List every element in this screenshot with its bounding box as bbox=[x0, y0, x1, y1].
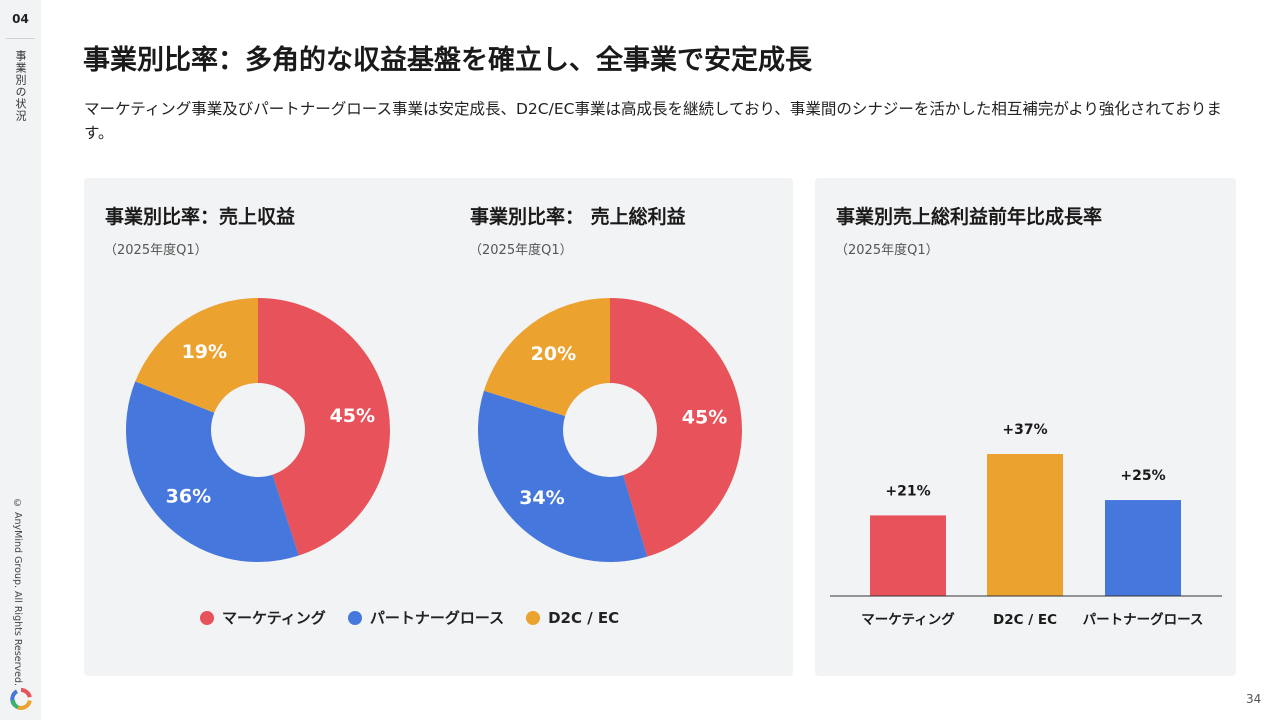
section-title: 事業別の状況 bbox=[14, 50, 27, 122]
gross-profit-pie-slice-partner-growth bbox=[478, 390, 648, 562]
lead-text: マーケティング事業及びパートナーグロース事業は安定成長、D2C/EC事業は高成長… bbox=[84, 100, 1222, 142]
legend-label-marketing: マーケティング bbox=[222, 609, 326, 627]
pie-legend: マーケティング パートナーグロース D2C / EC bbox=[200, 607, 641, 628]
legend-dot-d2c-ec bbox=[526, 610, 541, 625]
revenue-chart-subtitle: （2025年度Q1） bbox=[104, 243, 208, 258]
legend-dot-partner-growth bbox=[347, 610, 362, 625]
growth-chart-title: 事業別売上総利益前年比成長率 bbox=[836, 206, 1103, 228]
gross-profit-chart-subtitle: （2025年度Q1） bbox=[469, 243, 573, 258]
company-logo-icon bbox=[10, 688, 32, 710]
growth-bar-marketing bbox=[870, 515, 946, 596]
growth-category-partner-growth: パートナーグロース bbox=[1083, 611, 1204, 628]
gross-profit-pie-slice-marketing bbox=[610, 298, 742, 557]
revenue-pie-label-partner-growth: 36% bbox=[166, 485, 211, 507]
gross-profit-pie-slice-d2c-ec bbox=[483, 298, 610, 417]
gross-profit-pie-label-marketing: 45% bbox=[682, 406, 727, 428]
section-number: 04 bbox=[12, 12, 29, 26]
legend-dot-marketing bbox=[200, 610, 214, 625]
page-number: 34 bbox=[1246, 692, 1262, 706]
legend-label-partner-growth: パートナーグロース bbox=[369, 609, 505, 627]
legend-item-partner-growth: パートナーグロース bbox=[347, 607, 505, 628]
revenue-pie-label-d2c-ec: 19% bbox=[182, 341, 227, 363]
revenue-pie-label-marketing: 45% bbox=[330, 405, 375, 427]
revenue-pie-slice-d2c-ec bbox=[135, 298, 258, 413]
gross-profit-pie-label-partner-growth: 34% bbox=[519, 487, 564, 509]
copyright: © AnyMind Group. All Rights Reserved. bbox=[12, 498, 23, 687]
revenue-chart-title: 事業別比率：売上収益 bbox=[105, 206, 296, 228]
legend-item-marketing: マーケティング bbox=[200, 607, 326, 628]
growth-category-d2c-ec: D2C / EC bbox=[993, 612, 1057, 628]
legend-item-d2c-ec: D2C / EC bbox=[526, 609, 619, 627]
growth-bar-partner-growth bbox=[1105, 500, 1181, 596]
legend-label-d2c-ec: D2C / EC bbox=[548, 608, 620, 627]
growth-bar-d2c-ec bbox=[987, 454, 1063, 596]
growth-value-partner-growth: +25% bbox=[1120, 468, 1165, 484]
growth-value-d2c-ec: +37% bbox=[1002, 422, 1047, 438]
growth-category-marketing: マーケティング bbox=[861, 611, 955, 628]
gross-profit-pie-label-d2c-ec: 20% bbox=[531, 343, 576, 365]
sidebar: 04 事業別の状況 © AnyMind Group. All Rights Re… bbox=[0, 0, 41, 720]
revenue-pie-slice-partner-growth bbox=[125, 381, 299, 562]
revenue-pie-slice-marketing bbox=[258, 298, 391, 556]
sidebar-divider bbox=[6, 38, 35, 39]
growth-chart-subtitle: （2025年度Q1） bbox=[835, 243, 939, 258]
growth-value-marketing: +21% bbox=[885, 483, 930, 499]
page-title: 事業別比率：多角的な収益基盤を確立し、全事業で安定成長 bbox=[83, 45, 812, 76]
gross-profit-chart-title: 事業別比率： 売上総利益 bbox=[470, 206, 686, 228]
